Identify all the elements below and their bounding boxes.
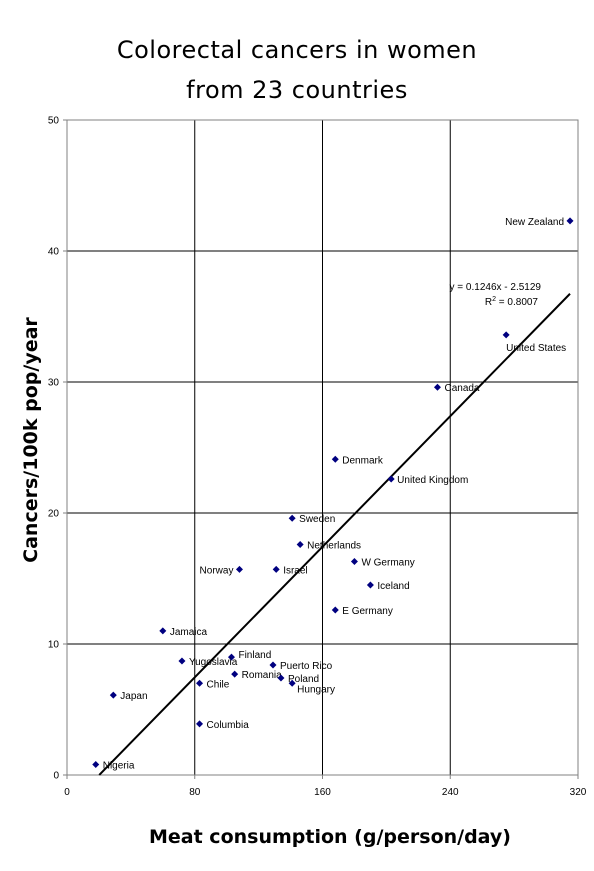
x-tick-label: 160	[314, 787, 331, 798]
y-tick-label: 20	[48, 509, 60, 520]
data-point-marker	[387, 475, 395, 483]
trendline	[98, 293, 571, 776]
y-tick-label: 40	[48, 247, 60, 258]
x-tick-label: 80	[189, 787, 201, 798]
r2-value: = 0.8007	[496, 297, 538, 308]
data-point-label: Nigeria	[103, 761, 135, 772]
data-point-label: Sweden	[299, 514, 335, 525]
y-tick-label: 30	[48, 378, 60, 389]
data-point-label: Chile	[207, 679, 230, 690]
data-point-marker	[231, 670, 239, 678]
data-point-marker	[350, 557, 358, 565]
data-point-marker	[296, 540, 304, 548]
data-point-marker	[92, 761, 100, 769]
data-point-marker	[277, 674, 285, 682]
x-tick-label: 0	[64, 787, 70, 798]
data-point-marker	[288, 514, 296, 522]
grid	[67, 120, 578, 775]
data-point-label: Poland	[288, 674, 319, 685]
data-point-label: Netherlands	[307, 540, 361, 551]
data-point-marker	[196, 720, 204, 728]
data-point-marker	[159, 627, 167, 635]
r2-prefix: R	[485, 297, 492, 308]
data-point-label: Jamaica	[170, 627, 208, 638]
data-point-label: United States	[506, 343, 566, 354]
data-point-marker	[272, 565, 280, 573]
x-axis-title: Meat consumption (g/person/day)	[149, 826, 511, 848]
y-axis-title: Cancers/100k pop/year	[20, 317, 42, 563]
data-point-label: Romania	[242, 670, 282, 681]
data-point-label: E Germany	[342, 606, 393, 617]
data-point-marker	[366, 581, 374, 589]
data-point-label: Iceland	[377, 581, 409, 592]
data-point-marker	[331, 606, 339, 614]
data-point-label: W Germany	[361, 557, 414, 568]
y-axis-ticks: 0 10 20 30 40 50	[48, 116, 67, 782]
data-point-label: Puerto Rico	[280, 661, 333, 672]
data-point-marker	[502, 331, 510, 339]
data-point-marker	[235, 565, 243, 573]
data-point-marker	[566, 217, 574, 225]
chart-title-line-1: Colorectal cancers in women	[116, 36, 478, 64]
data-point-label: New Zealand	[505, 217, 564, 228]
data-point-label: Yugoslavia	[189, 657, 238, 668]
x-tick-label: 240	[442, 787, 459, 798]
data-point-label: Israel	[283, 565, 307, 576]
data-point-marker	[178, 657, 186, 665]
data-point-marker	[331, 455, 339, 463]
x-tick-label: 320	[570, 787, 587, 798]
trendline-equation-text: y = 0.1246x - 2.5129	[450, 282, 542, 293]
data-point-label: United Kingdom	[397, 475, 468, 486]
data-point-label: Japan	[120, 691, 147, 702]
r2-superscript: 2	[492, 296, 496, 303]
data-point-label: Denmark	[342, 455, 384, 466]
data-point-marker	[433, 383, 441, 391]
data-point-marker	[227, 653, 235, 661]
y-tick-label: 10	[48, 640, 60, 651]
data-point-label: Canada	[444, 383, 479, 394]
trendline-equation: y = 0.1246x - 2.5129 R2 = 0.8007	[450, 282, 542, 308]
data-points: New Zealand United States Canada Denmark Uni…	[92, 217, 574, 772]
data-point-label: Finland	[238, 650, 271, 661]
data-point-label: Columbia	[207, 720, 250, 731]
trendline-r2-text: R2 = 0.8007	[485, 296, 539, 308]
y-tick-label: 50	[48, 116, 60, 127]
data-point-marker	[288, 679, 296, 687]
data-point-label: Hungary	[297, 684, 335, 695]
y-tick-label: 0	[53, 771, 59, 782]
data-point-marker	[109, 691, 117, 699]
chart-title-line-2: from 23 countries	[186, 76, 408, 104]
data-point-marker	[196, 679, 204, 687]
data-point-marker	[269, 661, 277, 669]
x-axis-ticks: 0 80 160 240 320	[64, 775, 587, 798]
data-point-label: Norway	[200, 565, 234, 576]
